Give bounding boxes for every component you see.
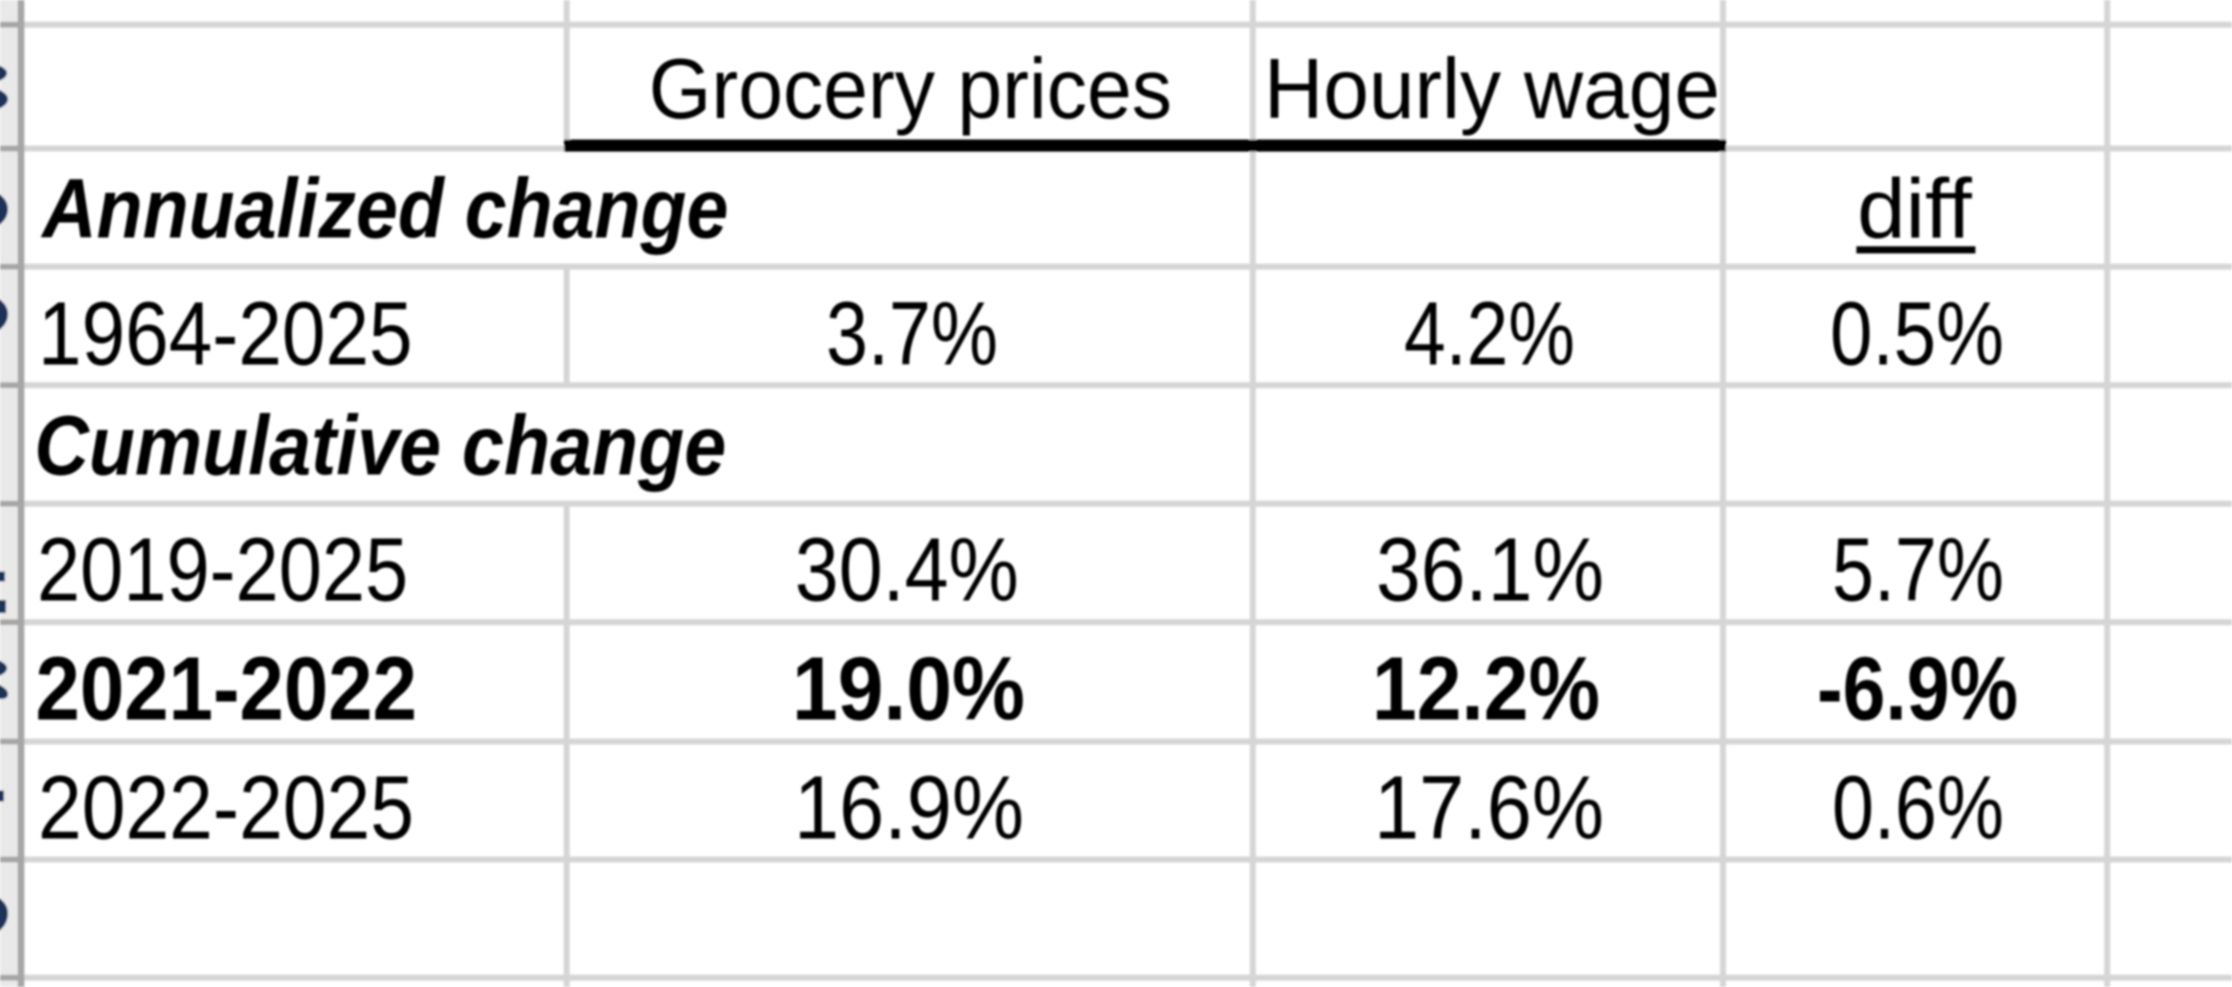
svg-text:17.6%: 17.6%: [1374, 758, 1604, 858]
svg-text:12.2%: 12.2%: [1372, 639, 1600, 739]
svg-text:Annualized change: Annualized change: [40, 162, 728, 256]
svg-text:4.2%: 4.2%: [1404, 284, 1575, 384]
svg-text:diff: diff: [1857, 162, 1972, 256]
svg-text:2021-2022: 2021-2022: [36, 639, 418, 739]
svg-text:Hourly wage: Hourly wage: [1264, 42, 1720, 137]
svg-text:2022-2025: 2022-2025: [38, 758, 414, 858]
svg-text:0.6%: 0.6%: [1832, 758, 2004, 858]
svg-text:16.9%: 16.9%: [794, 758, 1024, 858]
svg-text:5.7%: 5.7%: [1832, 521, 2004, 621]
svg-text:2019-2025: 2019-2025: [37, 521, 408, 621]
svg-text:36.1%: 36.1%: [1376, 521, 1604, 621]
svg-text:30.4%: 30.4%: [795, 521, 1019, 621]
svg-text:19.0%: 19.0%: [792, 639, 1025, 739]
svg-text:Cumulative change: Cumulative change: [34, 399, 726, 493]
svg-text:-6.9%: -6.9%: [1817, 639, 2018, 739]
svg-text:3.7%: 3.7%: [826, 284, 998, 384]
svg-text:0.5%: 0.5%: [1830, 284, 2004, 384]
svg-text:1964-2025: 1964-2025: [38, 284, 413, 384]
svg-text:Grocery prices: Grocery prices: [649, 42, 1172, 137]
